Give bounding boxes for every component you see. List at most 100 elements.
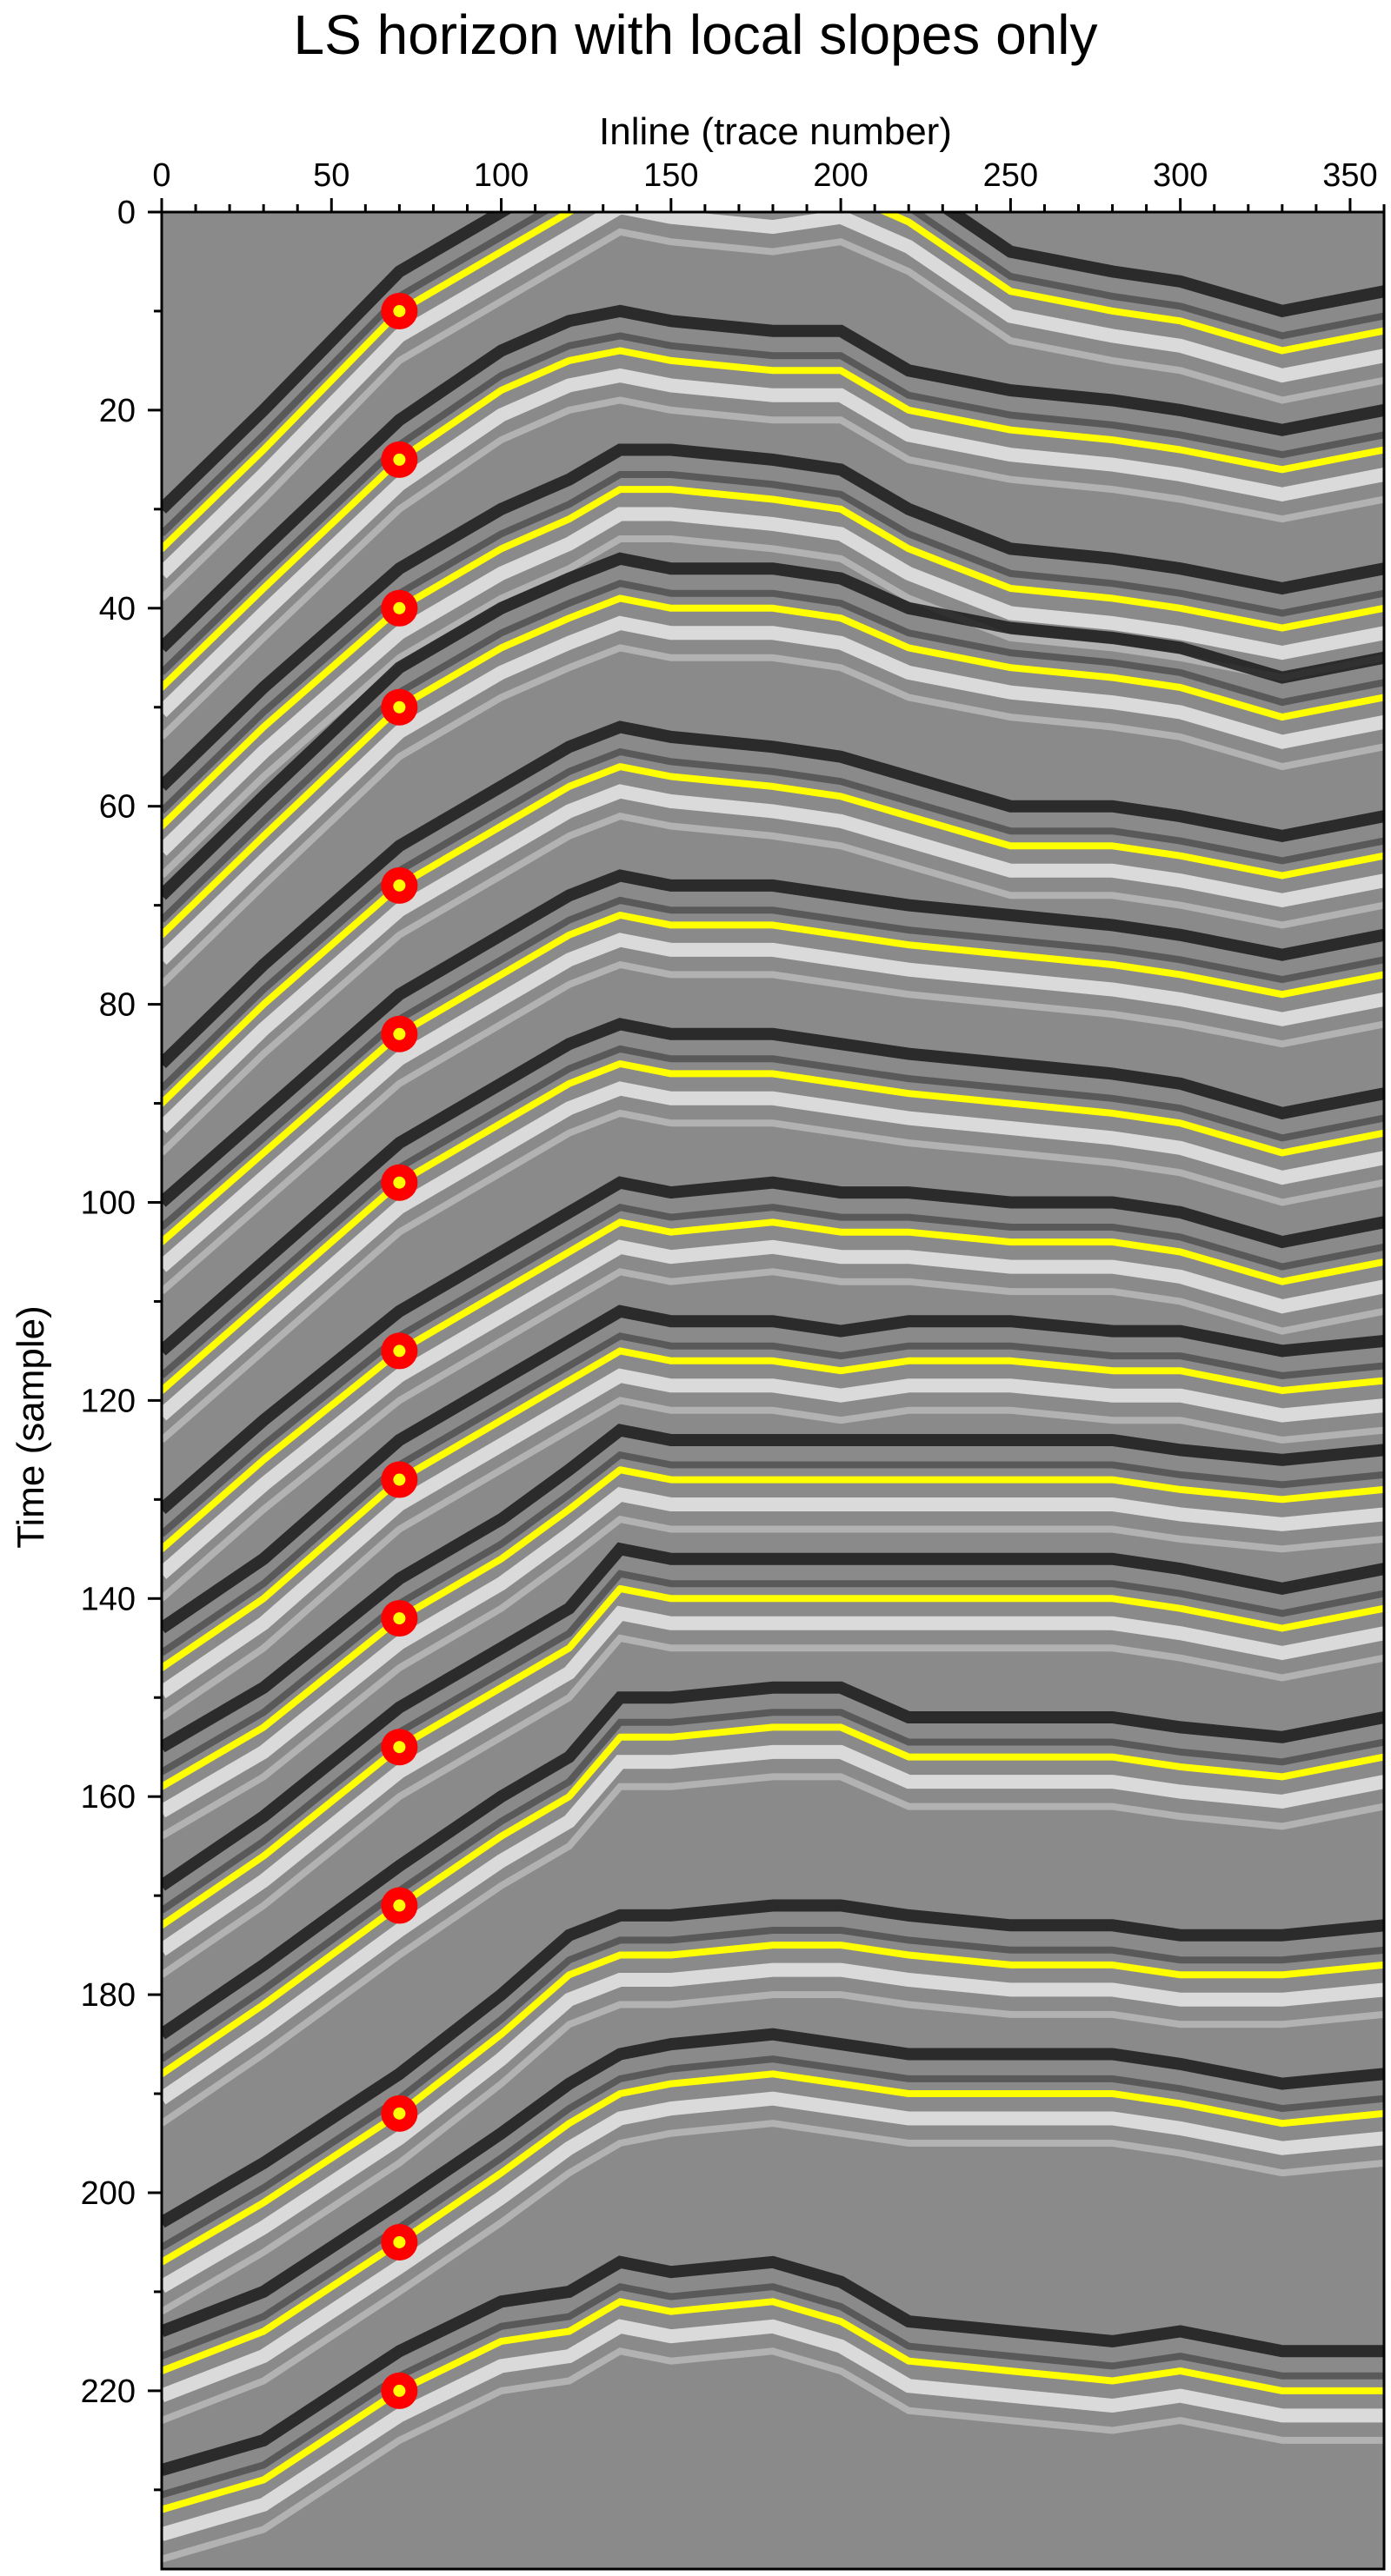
reflector-band	[162, 960, 1384, 1295]
reflector-band	[162, 1081, 1384, 1421]
horizon-lines	[162, 212, 1384, 2513]
reflector-band	[162, 2091, 1384, 2403]
reflector-band	[162, 1203, 1384, 1537]
seed-point-6	[381, 1015, 418, 1052]
horizon-line-11	[162, 1584, 1384, 1929]
x-tick-label: 300	[1153, 157, 1208, 194]
y-tick-label: 0	[117, 195, 136, 231]
reflector-band	[162, 644, 1384, 987]
seed-point-inner	[393, 1176, 406, 1189]
seed-point-15	[381, 2372, 418, 2409]
seed-point-inner	[393, 1027, 406, 1040]
reflector-band	[162, 212, 1384, 579]
y-tick-label: 100	[81, 1185, 136, 1221]
reflector-band	[162, 1176, 1384, 1514]
seed-point-5	[381, 866, 418, 904]
reflector-band	[162, 1268, 1384, 1602]
reflector-band	[162, 212, 1384, 537]
reflector-band	[162, 2055, 1384, 2360]
seed-point-inner	[393, 2384, 406, 2397]
y-tick-label: 20	[99, 393, 136, 429]
seed-point-inner	[393, 879, 406, 892]
seed-point-10	[381, 1600, 418, 1637]
horizon-line-2	[162, 347, 1384, 691]
reflector-band	[162, 1018, 1384, 1356]
reflector-band	[162, 471, 1384, 814]
reflector-band	[162, 2319, 1384, 2541]
seed-point-13	[381, 2095, 418, 2132]
reflector-band	[162, 1634, 1384, 1978]
horizon-line-14	[162, 2070, 1384, 2375]
horizon-line-1	[162, 212, 1384, 553]
horizon-line-4	[162, 594, 1384, 939]
seed-point-3	[381, 589, 418, 627]
reflector-band	[162, 1487, 1384, 1818]
reflector-band	[162, 1424, 1384, 1753]
reflector-band	[162, 2120, 1384, 2424]
seed-point-inner	[393, 2235, 406, 2248]
reflector-band	[162, 1773, 1384, 2127]
seed-point-8	[381, 1332, 418, 1370]
seed-point-inner	[393, 1899, 406, 1912]
seed-point-inner	[393, 1344, 406, 1358]
reflector-band	[162, 2282, 1384, 2499]
y-tick-label: 160	[81, 1779, 136, 1816]
seed-point-2	[381, 441, 418, 478]
seismic-reflectors	[162, 212, 1384, 2563]
reflector-band	[162, 1927, 1384, 2251]
y-tick-label: 200	[81, 2175, 136, 2212]
reflector-band	[162, 1368, 1384, 1699]
reflector-band	[162, 1744, 1384, 2105]
horizon-line-6	[162, 912, 1384, 1246]
reflector-band	[162, 443, 1384, 791]
reflector-band	[162, 1899, 1384, 2228]
reflector-band	[162, 1962, 1384, 2294]
y-tick-label: 40	[99, 591, 136, 627]
x-tick-label: 150	[643, 157, 698, 194]
horizon-line-15	[162, 2298, 1384, 2513]
horizon-line-10	[162, 1466, 1384, 1790]
reflector-band	[162, 368, 1384, 718]
reflector-band	[162, 228, 1384, 601]
y-axis: 0 20 40 60 80 100 120 140 160 180 200 220	[81, 195, 162, 2492]
seed-point-inner	[393, 1473, 406, 1486]
x-tick-label: 0	[152, 157, 170, 194]
seed-point-14	[381, 2223, 418, 2261]
seed-point-inner	[393, 1612, 406, 1625]
horizon-line-5	[162, 763, 1384, 1107]
horizon-line-12	[162, 1723, 1384, 2078]
reflector-band	[162, 2255, 1384, 2476]
reflector-band	[162, 1109, 1384, 1444]
y-tick-label: 140	[81, 1581, 136, 1617]
seed-point-11	[381, 1729, 418, 1766]
x-tick-label: 350	[1322, 157, 1377, 194]
y-axis-label: Time (sample)	[10, 1305, 52, 1549]
reflector-band	[162, 1570, 1384, 1914]
reflector-band	[162, 784, 1384, 1133]
reflector-band	[162, 747, 1384, 1092]
horizon-line-8	[162, 1218, 1384, 1553]
reflector-band	[162, 720, 1384, 1069]
reflector-band	[162, 212, 1384, 514]
seed-points	[381, 292, 418, 2409]
reflector-band	[162, 1451, 1384, 1776]
reflector-band	[162, 1332, 1384, 1656]
x-tick-label: 250	[983, 157, 1038, 194]
seed-point-1	[381, 292, 418, 329]
reflector-band	[162, 1239, 1384, 1579]
reflector-band	[162, 1709, 1384, 2062]
seed-point-12	[381, 1887, 418, 1924]
chart-title: LS horizon with local slopes only	[294, 3, 1098, 66]
horizon-line-3	[162, 486, 1384, 830]
reflector-band	[162, 896, 1384, 1231]
y-tick-label: 60	[99, 789, 136, 826]
seed-point-inner	[393, 453, 406, 466]
seed-point-7	[381, 1164, 418, 1201]
reflector-band	[162, 869, 1384, 1207]
y-tick-label: 180	[81, 1977, 136, 2014]
x-tick-label: 50	[313, 157, 349, 194]
seed-point-inner	[393, 1741, 406, 1754]
reflector-band	[162, 396, 1384, 740]
x-tick-label: 100	[474, 157, 529, 194]
